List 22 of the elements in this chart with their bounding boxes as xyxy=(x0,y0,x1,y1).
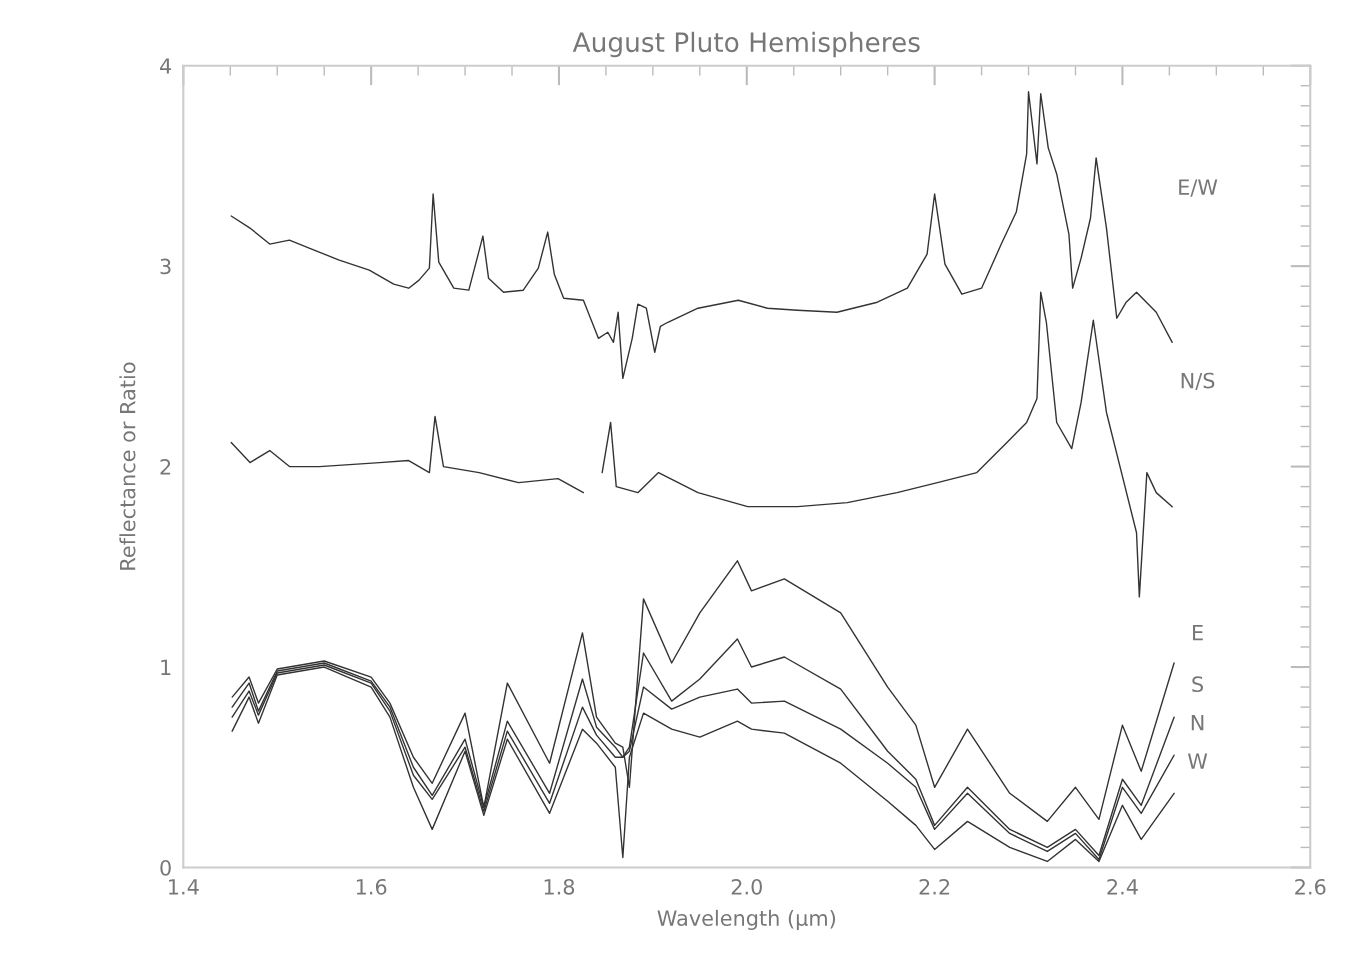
series-label: N xyxy=(1191,715,1204,731)
series-label: W xyxy=(1187,753,1208,769)
x-tick-label: 2.4 xyxy=(1107,878,1138,895)
line-series xyxy=(230,91,1173,380)
text: N/S xyxy=(1181,372,1215,391)
x-tick-label: 1.8 xyxy=(544,878,575,895)
y-tick-label: 4 xyxy=(159,58,172,74)
x-tick-label: 2.0 xyxy=(731,878,762,895)
y-tick-label: 2 xyxy=(160,459,171,475)
x-tick-label: 1.4 xyxy=(169,879,199,895)
x-tick-label: 2.2 xyxy=(919,878,950,895)
chart-title: August Pluto Hemispheres xyxy=(572,31,920,58)
text: E/W xyxy=(1179,179,1218,197)
x-tick-label: 1.6 xyxy=(356,878,387,895)
y-tick-label: 3 xyxy=(160,258,171,275)
series-label: S xyxy=(1192,676,1204,693)
y-axis-title: Reflectance or Ratio xyxy=(119,362,136,570)
x-axis-title: Wavelength (μm) xyxy=(657,909,836,931)
y-tick-label: 0 xyxy=(160,859,171,876)
x-tick-label: 2.6 xyxy=(1295,878,1326,895)
series-label: E xyxy=(1193,625,1203,641)
y-tick-label: 1 xyxy=(161,659,171,675)
